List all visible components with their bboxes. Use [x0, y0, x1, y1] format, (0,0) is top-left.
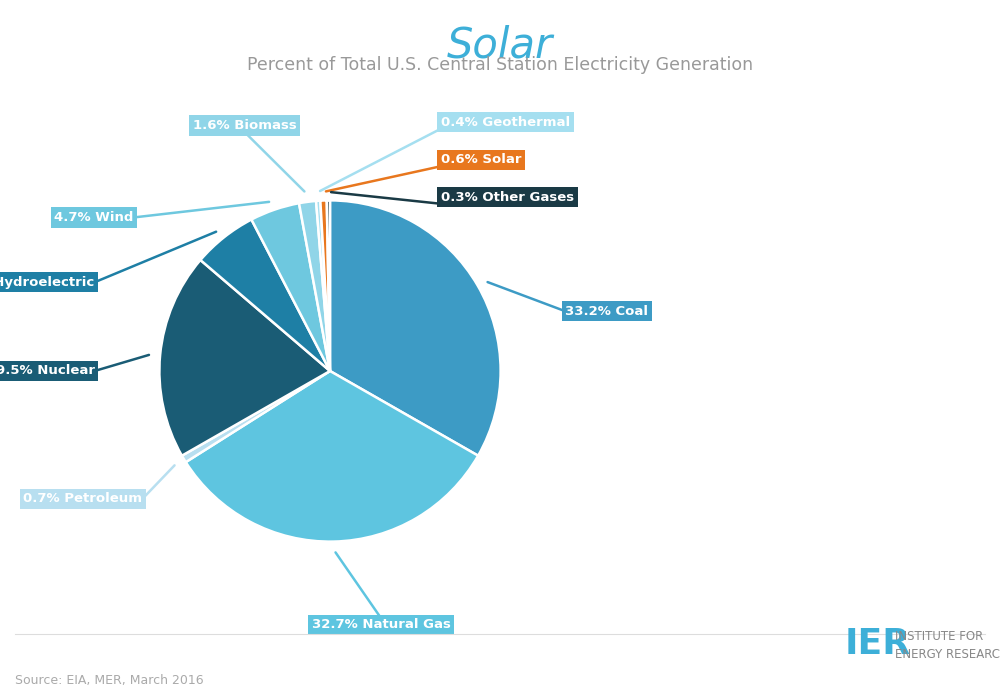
- Wedge shape: [186, 371, 478, 542]
- Text: 0.3% Other Gases: 0.3% Other Gases: [441, 191, 574, 204]
- Text: 6.1% Hydroelectric: 6.1% Hydroelectric: [0, 276, 95, 289]
- Text: 32.7% Natural Gas: 32.7% Natural Gas: [312, 618, 451, 631]
- Wedge shape: [299, 201, 330, 371]
- Wedge shape: [182, 371, 330, 462]
- Text: 4.7% Wind: 4.7% Wind: [54, 211, 134, 224]
- Text: IER: IER: [845, 627, 911, 662]
- Text: Source: EIA, MER, March 2016: Source: EIA, MER, March 2016: [15, 674, 204, 687]
- Text: 0.6% Solar: 0.6% Solar: [441, 153, 521, 167]
- Wedge shape: [316, 201, 330, 371]
- Wedge shape: [200, 220, 330, 371]
- Text: 0.7% Petroleum: 0.7% Petroleum: [23, 493, 142, 505]
- Text: Percent of Total U.S. Central Station Electricity Generation: Percent of Total U.S. Central Station El…: [247, 56, 753, 74]
- Text: 0.4% Geothermal: 0.4% Geothermal: [441, 116, 570, 129]
- Text: INSTITUTE FOR
ENERGY RESEARCH: INSTITUTE FOR ENERGY RESEARCH: [895, 631, 1000, 662]
- Text: 19.5% Nuclear: 19.5% Nuclear: [0, 365, 95, 377]
- Wedge shape: [320, 200, 330, 371]
- Text: 1.6% Biomass: 1.6% Biomass: [193, 119, 297, 132]
- Wedge shape: [330, 200, 501, 456]
- Text: 33.2% Coal: 33.2% Coal: [565, 304, 648, 318]
- Wedge shape: [159, 260, 330, 456]
- Text: Solar: Solar: [447, 25, 553, 66]
- Wedge shape: [327, 200, 330, 371]
- Wedge shape: [251, 203, 330, 371]
